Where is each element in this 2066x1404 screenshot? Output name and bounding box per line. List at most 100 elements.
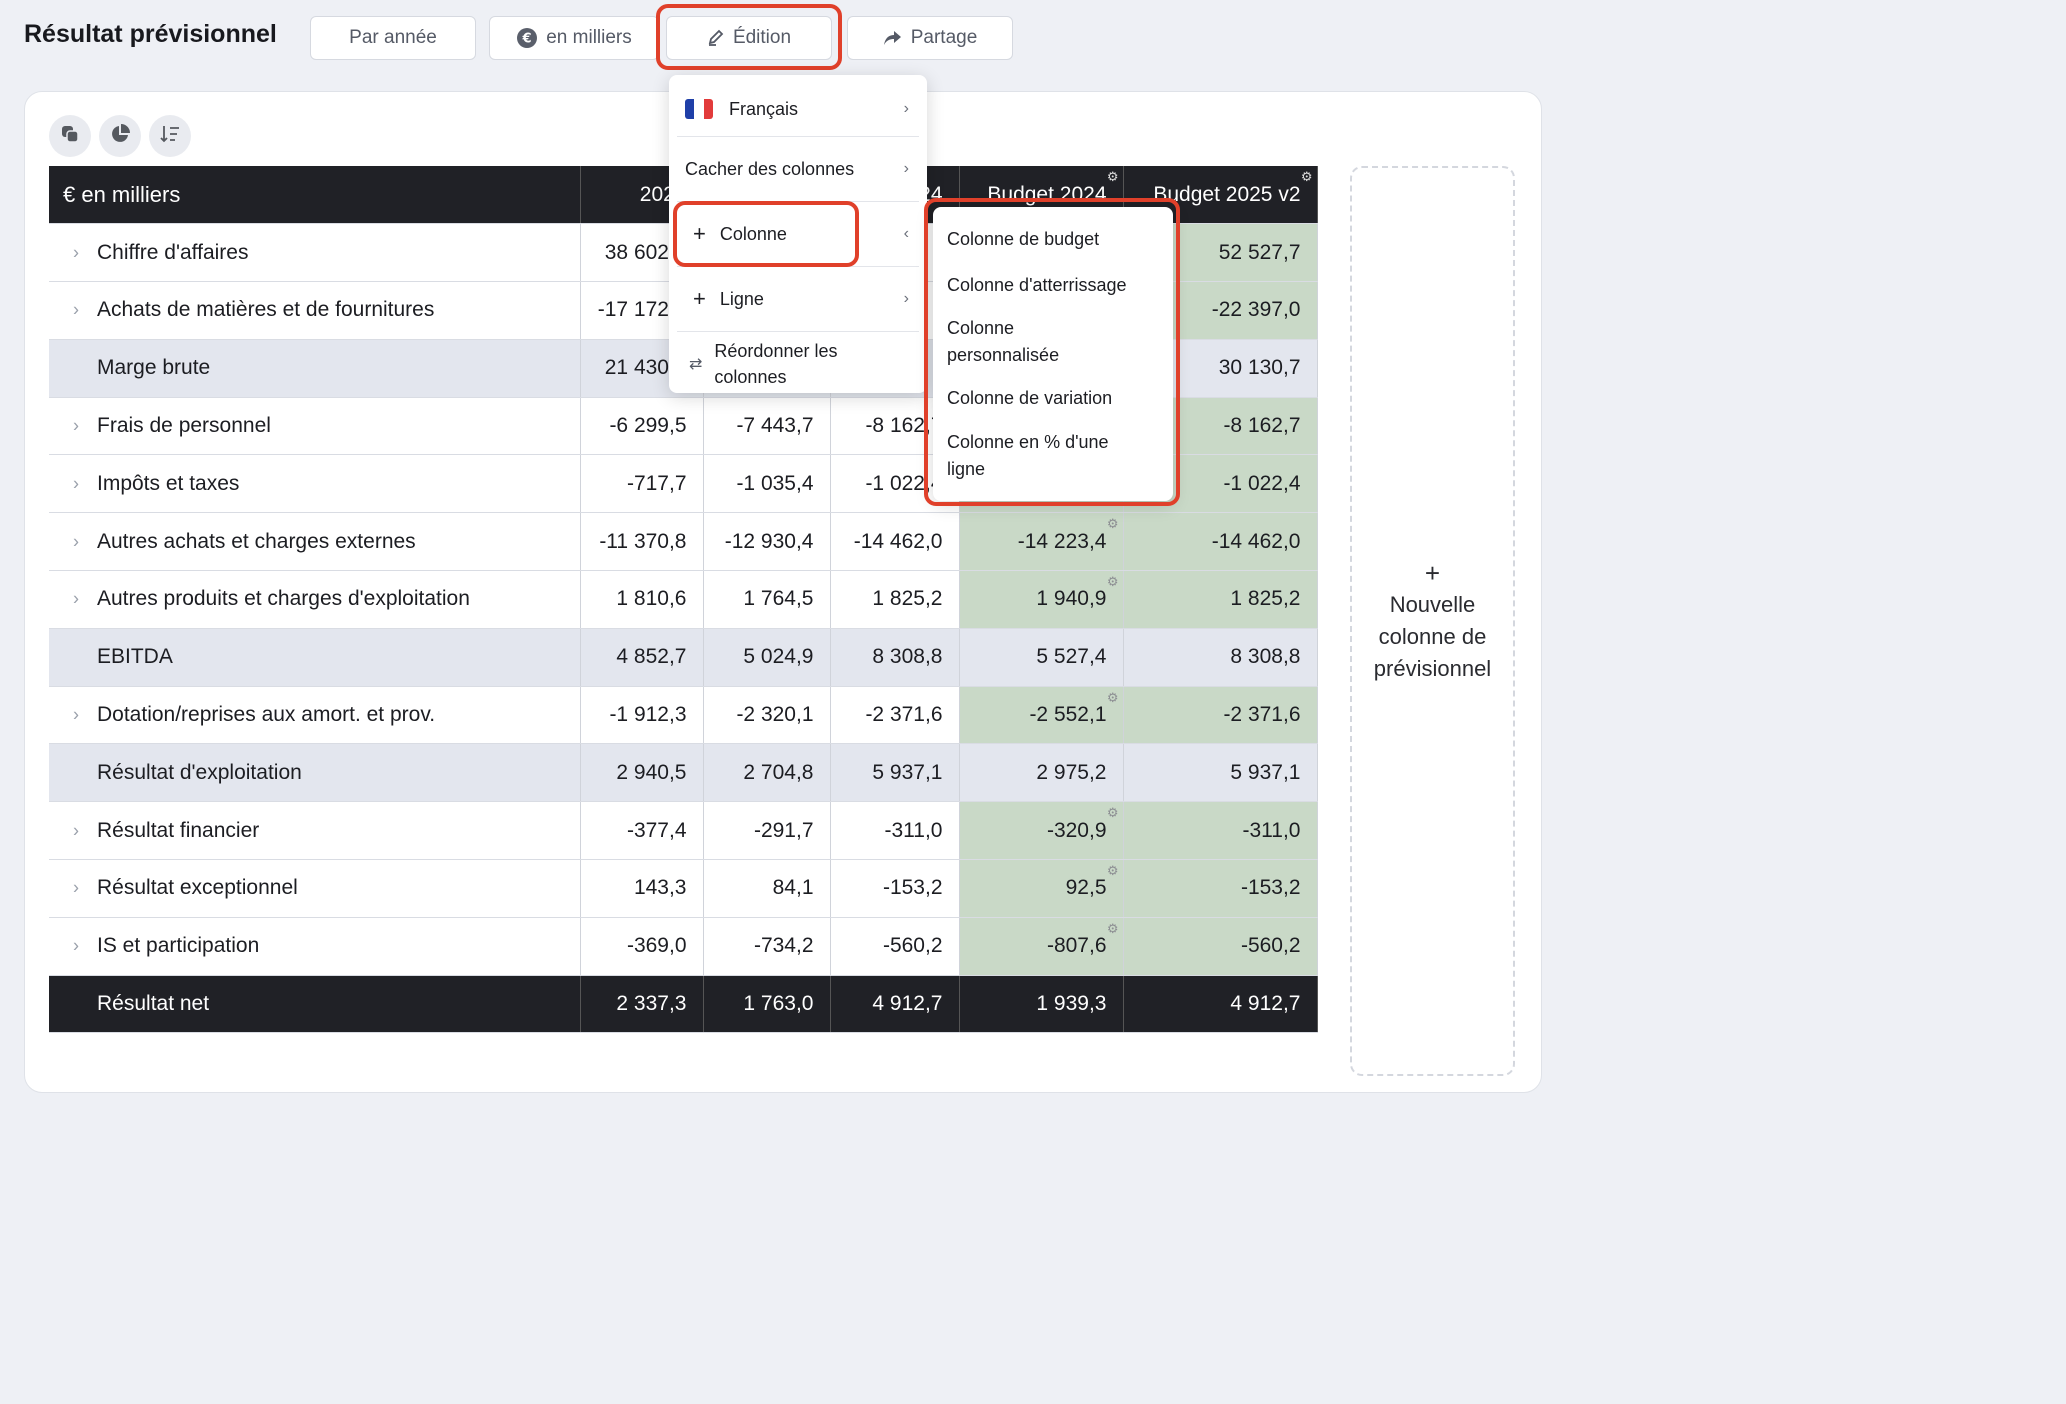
- table-cell: -11 370,8: [580, 512, 704, 572]
- table-cell: 2 337,3: [580, 975, 704, 1034]
- table-cell[interactable]: -14 462,0: [1123, 512, 1318, 572]
- table-cell: -153,2: [830, 859, 960, 918]
- cell-value: -17 172,0: [597, 298, 687, 322]
- submenu-item-budget[interactable]: Colonne de budget: [947, 229, 1100, 249]
- chart-tool[interactable]: [99, 115, 141, 157]
- par-annee-button[interactable]: Par année: [310, 16, 476, 60]
- gear-icon[interactable]: ⚙: [1106, 169, 1119, 184]
- gear-icon[interactable]: ⚙: [1106, 689, 1119, 705]
- menu-item-language-label: Français: [729, 98, 799, 119]
- duplicate-tool[interactable]: [49, 115, 91, 157]
- expand-chevron-icon[interactable]: ›: [73, 820, 79, 841]
- table-row[interactable]: › Autres achats et charges externes -11 37…: [49, 512, 1318, 572]
- table-cell[interactable]: 1 940,9 ⚙: [959, 570, 1124, 629]
- cell-value: 1 825,2: [1230, 587, 1301, 611]
- table-cell[interactable]: 92,5 ⚙: [959, 859, 1124, 918]
- cell-value: 2 337,3: [616, 992, 687, 1016]
- gear-icon[interactable]: ⚙: [1300, 169, 1313, 184]
- table-cell[interactable]: 1 939,3: [959, 975, 1124, 1034]
- table-cell: 84,1: [703, 859, 831, 918]
- gear-icon[interactable]: ⚙: [1106, 863, 1119, 879]
- cell-value: 2 704,8: [743, 760, 814, 784]
- table-cell[interactable]: -320,9 ⚙: [959, 801, 1124, 861]
- expand-chevron-icon[interactable]: ›: [73, 935, 79, 956]
- table-cell[interactable]: -560,2: [1123, 917, 1318, 976]
- table-cell[interactable]: -14 223,4 ⚙: [959, 512, 1124, 572]
- table-cell: 5 024,9: [703, 628, 831, 687]
- expand-chevron-icon[interactable]: ›: [73, 415, 79, 436]
- submenu-item-percent[interactable]: Colonne en % d'une ligne: [947, 432, 1109, 479]
- edit-pen-icon: [707, 29, 725, 47]
- table-row[interactable]: EBITDA 4 852,7 5 024,9 8 308,8 5 527,4 8 308,…: [49, 628, 1318, 687]
- table-cell: 2 704,8: [703, 743, 831, 803]
- cell-value: 30 130,7: [1218, 356, 1301, 380]
- menu-item-hide-columns[interactable]: Cacher des colonnes ›: [669, 141, 927, 197]
- submenu-item-landing[interactable]: Colonne d'atterrissage: [947, 275, 1127, 295]
- table-row[interactable]: › Dotation/reprises aux amort. et prov. -1…: [49, 686, 1318, 745]
- table-cell[interactable]: 5 937,1: [1123, 743, 1318, 803]
- table-cell[interactable]: -807,6 ⚙: [959, 917, 1124, 976]
- table-row[interactable]: Résultat d'exploitation 2 940,5 2 704,8 5 9…: [49, 743, 1318, 803]
- table-cell[interactable]: 2 975,2: [959, 743, 1124, 803]
- gear-icon[interactable]: ⚙: [1106, 920, 1119, 936]
- expand-chevron-icon[interactable]: ›: [73, 242, 79, 263]
- sort-tool[interactable]: [149, 115, 191, 157]
- table-cell[interactable]: 4 912,7: [1123, 975, 1318, 1034]
- row-label: › Dotation/reprises aux amort. et prov.: [49, 686, 581, 745]
- cell-value: -311,0: [1242, 818, 1301, 842]
- table-cell: -6 299,5: [580, 397, 704, 456]
- cell-value: -1 912,3: [609, 703, 687, 727]
- expand-chevron-icon[interactable]: ›: [73, 299, 79, 320]
- table-row[interactable]: › IS et participation -369,0 -734,2 -560,2 -8…: [49, 917, 1318, 976]
- table-cell[interactable]: 8 308,8: [1123, 628, 1318, 687]
- plus-icon: +: [693, 221, 706, 246]
- cell-value: 1 825,2: [872, 587, 943, 611]
- row-label-text: Achats de matières et de fournitures: [97, 298, 435, 322]
- cell-value: 5 024,9: [743, 645, 814, 669]
- par-annee-label: Par année: [349, 27, 437, 48]
- table-row[interactable]: Résultat net 2 337,3 1 763,0 4 912,7 1 939,3…: [49, 975, 1318, 1034]
- pie-chart-icon: [109, 123, 131, 150]
- expand-chevron-icon[interactable]: ›: [73, 588, 79, 609]
- cell-value: 1 939,3: [1036, 992, 1107, 1016]
- new-forecast-column-button[interactable]: + Nouvelle colonne de prévisionnel: [1350, 166, 1515, 1076]
- menu-item-reorder-columns[interactable]: ⇄ Réordonner les colonnes: [669, 337, 927, 391]
- gear-icon[interactable]: ⚙: [1106, 805, 1119, 821]
- table-row[interactable]: › Autres produits et charges d'exploitati…: [49, 570, 1318, 629]
- page-title: Résultat prévisionnel: [24, 20, 277, 48]
- row-label: › Frais de personnel: [49, 397, 581, 456]
- table-cell[interactable]: 1 825,2: [1123, 570, 1318, 629]
- table-cell: 8 308,8: [830, 628, 960, 687]
- cell-value: -377,4: [626, 818, 687, 842]
- gear-icon[interactable]: ⚙: [1106, 574, 1119, 590]
- table-cell[interactable]: -153,2: [1123, 859, 1318, 918]
- expand-chevron-icon[interactable]: ›: [73, 877, 79, 898]
- table-cell[interactable]: -2 552,1 ⚙: [959, 686, 1124, 745]
- table-cell[interactable]: -2 371,6: [1123, 686, 1318, 745]
- currency-unit-button[interactable]: € en milliers: [489, 16, 659, 60]
- table-cell[interactable]: 5 527,4: [959, 628, 1124, 687]
- row-label: EBITDA: [49, 628, 581, 687]
- column-header-budget-2025-v2[interactable]: Budget 2025 v2 ⚙: [1123, 166, 1318, 225]
- table-row[interactable]: › Résultat exceptionnel 143,3 84,1 -153,2 92,…: [49, 859, 1318, 918]
- menu-item-ligne[interactable]: + Ligne ›: [669, 271, 927, 327]
- expand-chevron-icon[interactable]: ›: [73, 473, 79, 494]
- edition-button[interactable]: Édition: [666, 16, 832, 60]
- submenu-item-variation[interactable]: Colonne de variation: [947, 388, 1113, 408]
- table-cell: -2 320,1: [703, 686, 831, 745]
- cell-value: 4 852,7: [616, 645, 687, 669]
- submenu-item-custom[interactable]: Colonne personnalisée: [947, 318, 1060, 365]
- table-cell[interactable]: -311,0: [1123, 801, 1318, 861]
- menu-item-colonne[interactable]: + Colonne ‹: [669, 207, 927, 261]
- gear-icon[interactable]: ⚙: [1106, 516, 1119, 532]
- cell-value: -6 299,5: [609, 414, 687, 438]
- table-row[interactable]: › Résultat financier -377,4 -291,7 -311,0 -32…: [49, 801, 1318, 861]
- cell-value: 4 912,7: [872, 992, 943, 1016]
- expand-chevron-icon[interactable]: ›: [73, 704, 79, 725]
- menu-item-language[interactable]: Français ›: [669, 81, 927, 137]
- cell-value: -14 462,0: [1211, 529, 1301, 553]
- expand-chevron-icon[interactable]: ›: [73, 531, 79, 552]
- partage-button[interactable]: Partage: [847, 16, 1013, 60]
- table-cell: 143,3: [580, 859, 704, 918]
- row-label-text: Impôts et taxes: [97, 471, 240, 495]
